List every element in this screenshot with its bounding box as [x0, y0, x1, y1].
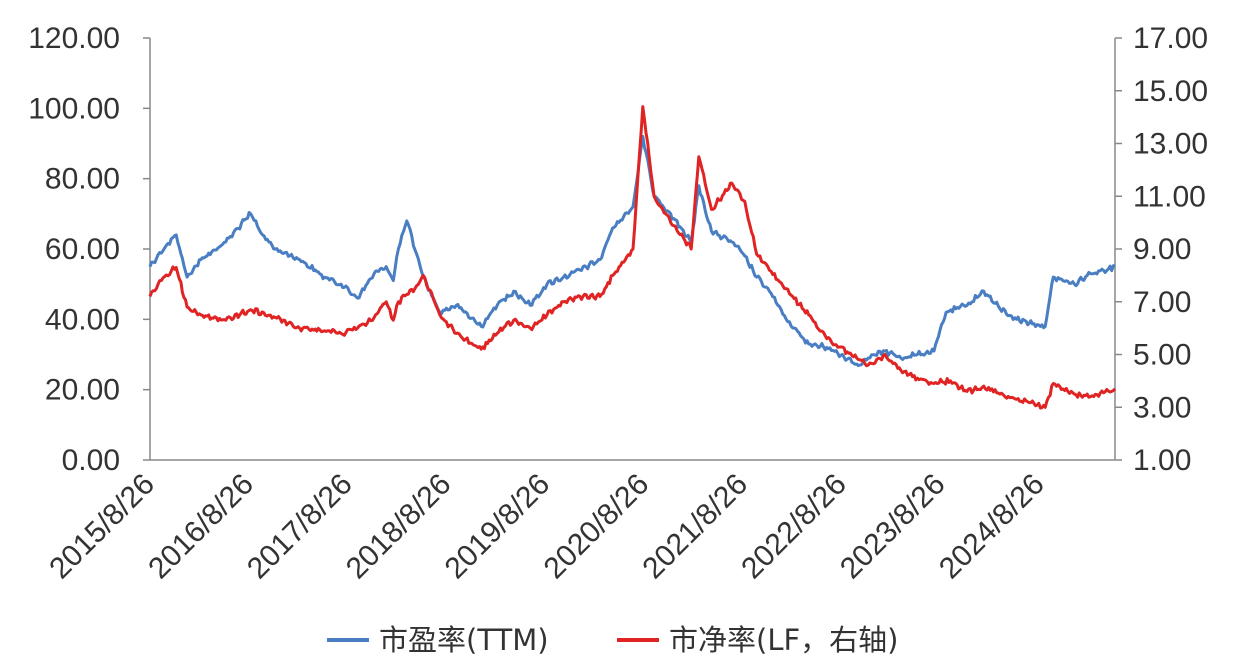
x-tick-label: 2023/8/26 [834, 468, 952, 586]
x-tick-label: 2021/8/26 [636, 468, 754, 586]
x-tick-label: 2018/8/26 [340, 468, 458, 586]
x-tick-label: 2024/8/26 [933, 468, 1051, 586]
plot-area [148, 105, 1117, 410]
y-right-tick-label: 5.00 [1133, 339, 1191, 372]
y-left-tick-label: 60.00 [45, 233, 120, 266]
series-line-pe-ttm [148, 135, 1116, 368]
series-line-pb-lf [148, 105, 1117, 410]
x-tick-label: 2015/8/26 [43, 468, 161, 586]
y-left-tick-label: 0.00 [62, 444, 120, 477]
y-right-tick-label: 7.00 [1133, 286, 1191, 319]
y-left-tick-label: 20.00 [45, 374, 120, 407]
y-right-tick-label: 9.00 [1133, 233, 1191, 266]
y-right-tick-label: 11.00 [1133, 180, 1206, 213]
y-left-tick-label: 40.00 [45, 303, 120, 336]
legend-label: 市盈率(TTM) [379, 623, 549, 657]
x-tick-label: 2020/8/26 [538, 468, 656, 586]
y-right-tick-label: 15.00 [1133, 75, 1208, 108]
y-right-tick-label: 3.00 [1133, 391, 1191, 424]
y-right-tick-label: 17.00 [1133, 22, 1208, 55]
legend-label: 市净率(LF，右轴) [669, 623, 898, 657]
x-tick-label: 2017/8/26 [241, 468, 359, 586]
legend: 市盈率(TTM) 市净率(LF，右轴) [327, 623, 898, 657]
y-left-tick-label: 80.00 [45, 163, 120, 196]
y-right-tick-label: 13.00 [1133, 128, 1208, 161]
y-right-tick-label: 1.00 [1133, 444, 1191, 477]
y-left-tick-label: 120.00 [28, 22, 120, 55]
x-tick-label: 2019/8/26 [439, 468, 557, 586]
x-tick-label: 2016/8/26 [142, 468, 260, 586]
y-left-tick-label: 100.00 [28, 92, 120, 125]
axes: 0.00 20.00 40.00 60.00 80.00 100.00 120.00 1.00… [28, 22, 1208, 585]
x-tick-label: 2022/8/26 [735, 468, 853, 586]
